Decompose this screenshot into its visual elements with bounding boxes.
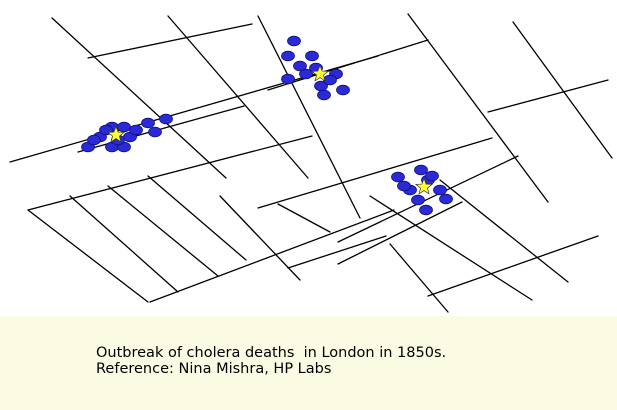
- street-19: [69, 195, 179, 293]
- street-11: [27, 135, 313, 211]
- street-9: [487, 79, 609, 113]
- caption-reference: Reference: Nina Mishra, HP Labs: [96, 361, 332, 377]
- street-1: [51, 17, 227, 179]
- pump-markers: [106, 64, 434, 195]
- death-marker-east-1: [414, 164, 428, 176]
- death-marker-north-8: [336, 84, 350, 96]
- street-17: [427, 235, 599, 297]
- death-marker-east-2: [391, 171, 405, 183]
- death-marker-north-9: [317, 89, 331, 101]
- death-marker-north-12: [323, 74, 337, 86]
- death-marker-east-5: [433, 184, 447, 196]
- street-18: [27, 209, 149, 303]
- street-15: [287, 235, 387, 269]
- pump-star-icon-north: [310, 64, 330, 82]
- street-25: [369, 195, 533, 301]
- death-marker-east-9: [425, 170, 439, 182]
- death-marker-east-7: [439, 193, 453, 205]
- street-12: [149, 209, 395, 303]
- caption-title: Outbreak of cholera deaths in London in …: [96, 345, 447, 361]
- street-24: [389, 243, 449, 313]
- street-3: [257, 15, 361, 219]
- street-4: [407, 13, 549, 203]
- death-marker-west-4: [117, 121, 131, 133]
- death-marker-north-3: [305, 50, 319, 62]
- death-marker-north-5: [281, 73, 295, 85]
- death-marker-east-8: [419, 204, 433, 216]
- street-13: [257, 137, 493, 209]
- death-marker-west-14: [129, 124, 143, 136]
- death-marker-west-8: [141, 117, 155, 129]
- death-marker-north-2: [281, 50, 295, 62]
- pump-star-icon-west: [106, 125, 126, 143]
- street-16: [337, 201, 463, 265]
- pump-star-icon-east: [414, 177, 434, 195]
- street-map: [9, 13, 613, 313]
- street-20: [107, 185, 219, 277]
- death-marker-east-10: [397, 180, 411, 192]
- street-8: [267, 39, 429, 91]
- death-marker-north-11: [293, 60, 307, 72]
- caption-panel: Outbreak of cholera deaths in London in …: [0, 316, 617, 410]
- street-5: [512, 21, 613, 159]
- street-lines: [9, 13, 613, 313]
- death-marker-west-13: [87, 134, 101, 146]
- street-6: [87, 23, 253, 59]
- death-marker-north-4: [299, 68, 313, 80]
- death-marker-west-10: [148, 126, 162, 138]
- death-marker-west-9: [159, 113, 173, 125]
- street-21: [147, 175, 247, 261]
- death-marker-east-6: [411, 194, 425, 206]
- street-23: [277, 203, 331, 233]
- street-22: [219, 195, 301, 281]
- street-10: [77, 105, 245, 153]
- cholera-map: [9, 13, 613, 313]
- street-14: [337, 155, 519, 243]
- death-markers: [81, 35, 453, 216]
- death-marker-north-1: [287, 35, 301, 47]
- street-26: [439, 179, 569, 283]
